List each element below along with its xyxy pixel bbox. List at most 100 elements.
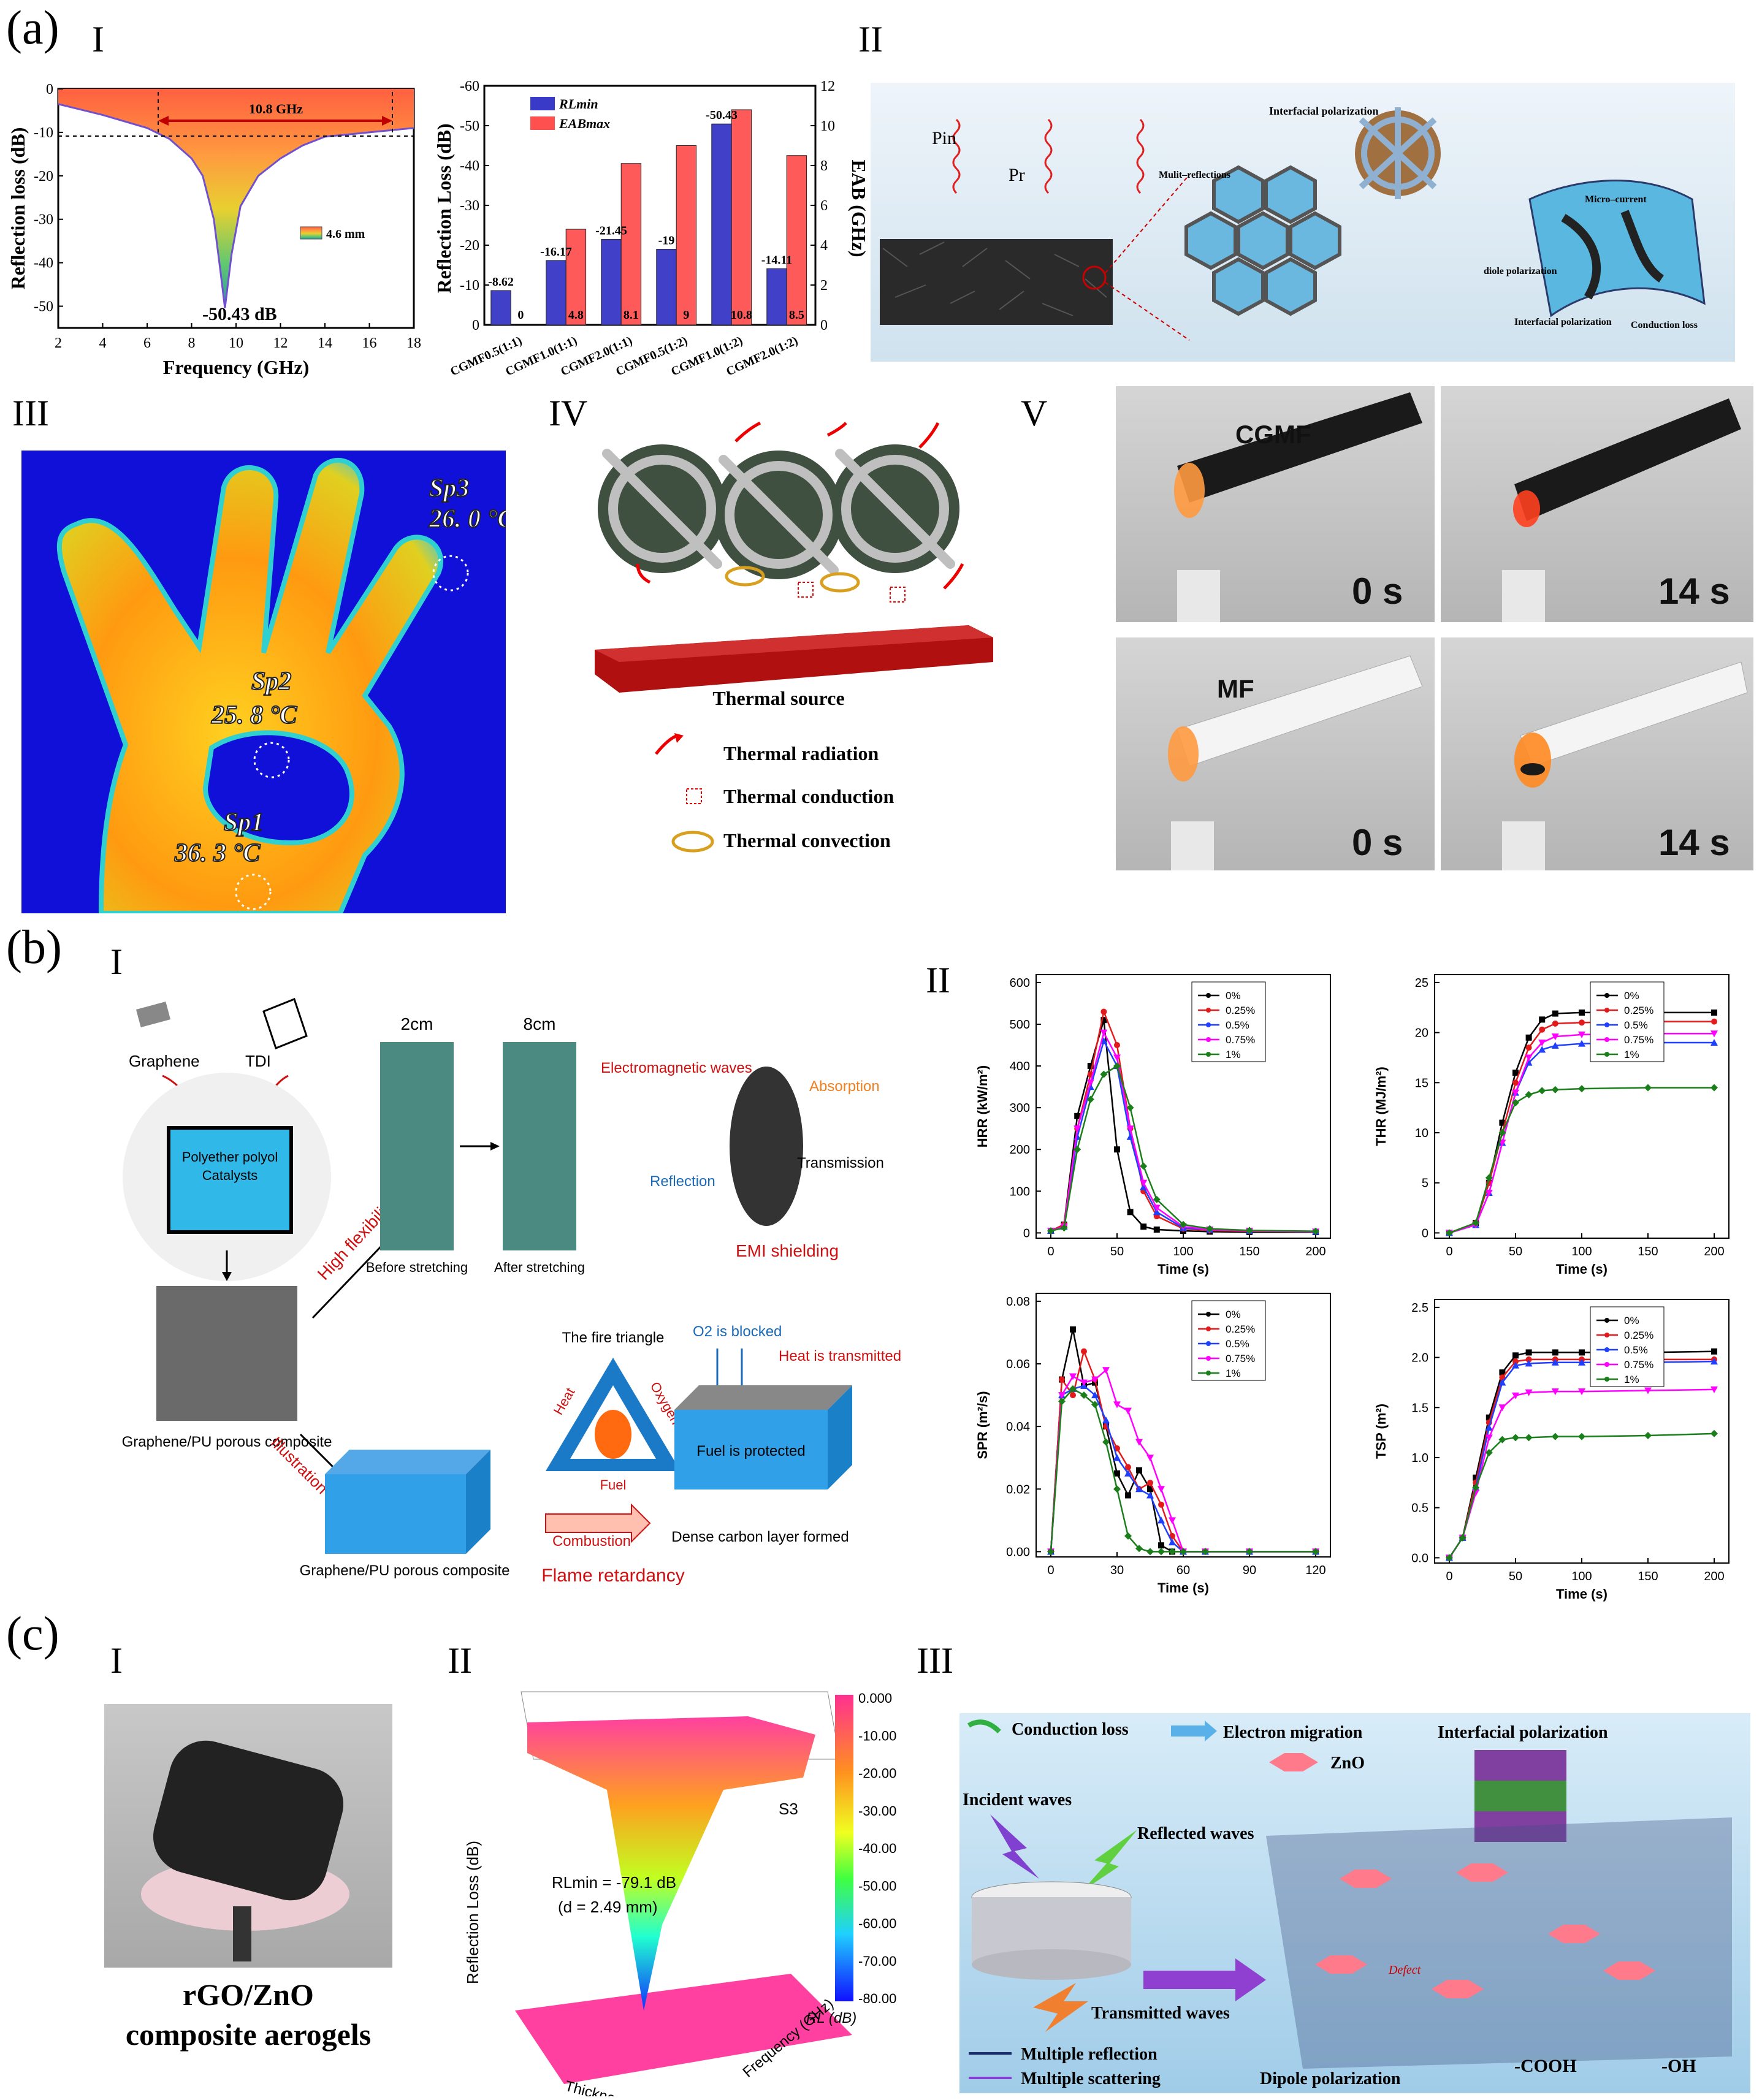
series-line [1051,1033,1316,1232]
bar-eabmax [787,156,806,325]
x-tick-label: 30 [1110,1564,1124,1577]
dipole-label: Dipole polarization [1260,2069,1401,2088]
rl-3d-surface: 0.000-10.00-20.00-30.00-40.00-50.00-60.0… [460,1667,901,2096]
series-point [1552,1086,1559,1094]
series-point [1644,1084,1652,1091]
series-point [1127,1209,1134,1215]
series-point [1526,1349,1532,1355]
x-tick-label: 100 [1571,1570,1592,1583]
y-tick-label: 300 [1010,1101,1030,1115]
legend-entry: 1% [1624,1374,1639,1385]
x-tick-label: 0 [1047,1564,1054,1577]
series-point [1512,1352,1519,1358]
bar-rl-value: -50.43 [706,108,738,122]
y-tick-label: 0.5 [1411,1502,1428,1515]
bar-y2-tick: 10 [820,118,835,134]
series-point [1154,1227,1160,1233]
subpanel-label-c1: I [110,1640,123,1682]
incident-waves [953,120,1143,193]
series-point [1538,1087,1546,1094]
thermal-image: Sp3 26. 0 °C Sp2 25. 8 °C Sp1 36. 3 °C [21,451,506,913]
legend-conduction: Thermal conduction [723,785,894,807]
min-rl-label: -50.43 dB [202,304,277,324]
x-tick-label: 10 [229,335,243,351]
series-point [1114,1042,1120,1048]
photo-cgmf-14s: 14 s [1441,386,1753,622]
y-tick-label: 0.06 [1006,1358,1030,1371]
x-tick-label: 100 [1571,1245,1592,1258]
series-point [1512,1434,1519,1441]
series-point [1146,1491,1154,1498]
series-line [1449,1022,1714,1233]
series-point [1526,1035,1532,1041]
series-point [1498,1404,1506,1411]
bar-y-tick: -20 [460,238,479,254]
y-tick-label: -40 [34,256,53,272]
series-point [1169,1517,1176,1524]
y-tick-label: 500 [1010,1018,1030,1032]
x-axis-label-3d: Thickness (mm) [563,2078,668,2096]
spr-chart: 0.000.020.040.060.080306090120Time (s)SP… [963,1281,1343,1606]
series-point [1113,1485,1121,1493]
y-tick-label: 1.0 [1411,1451,1428,1465]
incident-label: Incident waves [963,1790,1072,1809]
series-point [1552,1433,1559,1440]
graphene-label: Graphene [129,1052,200,1070]
bar-eab-value: 4.8 [568,308,584,322]
x-tick-label: 2 [55,335,62,351]
thr-chart: 0510152025050100150200Time (s)THR (MJ/m²… [1361,962,1741,1287]
heat-label: Heat [551,1385,578,1418]
y-tick-label: -20 [34,169,53,185]
honeycomb-cells [1186,167,1340,314]
bar-eab-value: 8.1 [624,308,639,322]
series-point [1711,1084,1718,1091]
series-line [1051,1330,1316,1552]
foam-cages [598,444,959,579]
series-point [1069,1373,1077,1380]
series-point [1140,1223,1146,1230]
y-axis-label: TSP (m²) [1373,1404,1389,1459]
x-axis-label: Time (s) [1556,1261,1608,1277]
panel-label-a: (a) [6,0,59,55]
bar-y2-tick: 4 [820,238,828,254]
colorbar-tick: -50.00 [858,1878,896,1893]
x-tick-label: 0 [1047,1245,1054,1258]
series-point [1158,1486,1165,1493]
legend-entry: 0.75% [1624,1359,1653,1371]
x-tick-label: 12 [273,335,288,351]
graphene-icon [136,1002,170,1027]
subpanel-label-a3: III [12,392,49,435]
x-tick-label: 200 [1305,1245,1325,1258]
z-axis-label: Reflection Loss (dB) [463,1841,482,1984]
x-tick-label: 6 [143,335,151,351]
series-point [1070,1392,1076,1398]
legend-entry: 0.5% [1624,1019,1648,1031]
bar-y2-tick: 2 [820,278,828,294]
series-line [1051,1389,1316,1552]
x-tick-label: 18 [406,335,421,351]
x-tick-label: 50 [1509,1245,1522,1258]
series-point [1711,1430,1718,1437]
series-point [1579,1010,1585,1016]
y-tick-label: 0.08 [1006,1295,1030,1309]
conduction-loss-label: Conduction loss [1631,320,1698,330]
series-line [1449,1033,1714,1233]
x-tick-label: 100 [1173,1245,1193,1258]
x-axis-label: Time (s) [1158,1580,1209,1596]
series-point [1512,1079,1519,1086]
subpanel-label-a2: II [858,18,883,61]
y-tick-label: -10 [34,125,53,141]
catalysts-label: Catalysts [202,1168,257,1183]
pr-label: Pr [1009,165,1025,185]
legend-entry: 0.25% [1226,1323,1255,1335]
y-axis-label: SPR (m²/s) [975,1391,990,1459]
y-tick-label: 0 [46,82,53,97]
interfacial-label-top: Interfacial polarization [1269,105,1378,117]
sp2-label: Sp2 [251,668,291,696]
multi-reflection-label: Mulit–reflections [1159,170,1230,180]
x-axis-label: Time (s) [1556,1586,1608,1602]
time-0s-mf: 0 s [1352,821,1403,864]
fire-triangle-label: The fire triangle [562,1330,665,1346]
graphene-lattice [1266,1817,1732,2069]
y-tick-label: -30 [34,212,53,228]
